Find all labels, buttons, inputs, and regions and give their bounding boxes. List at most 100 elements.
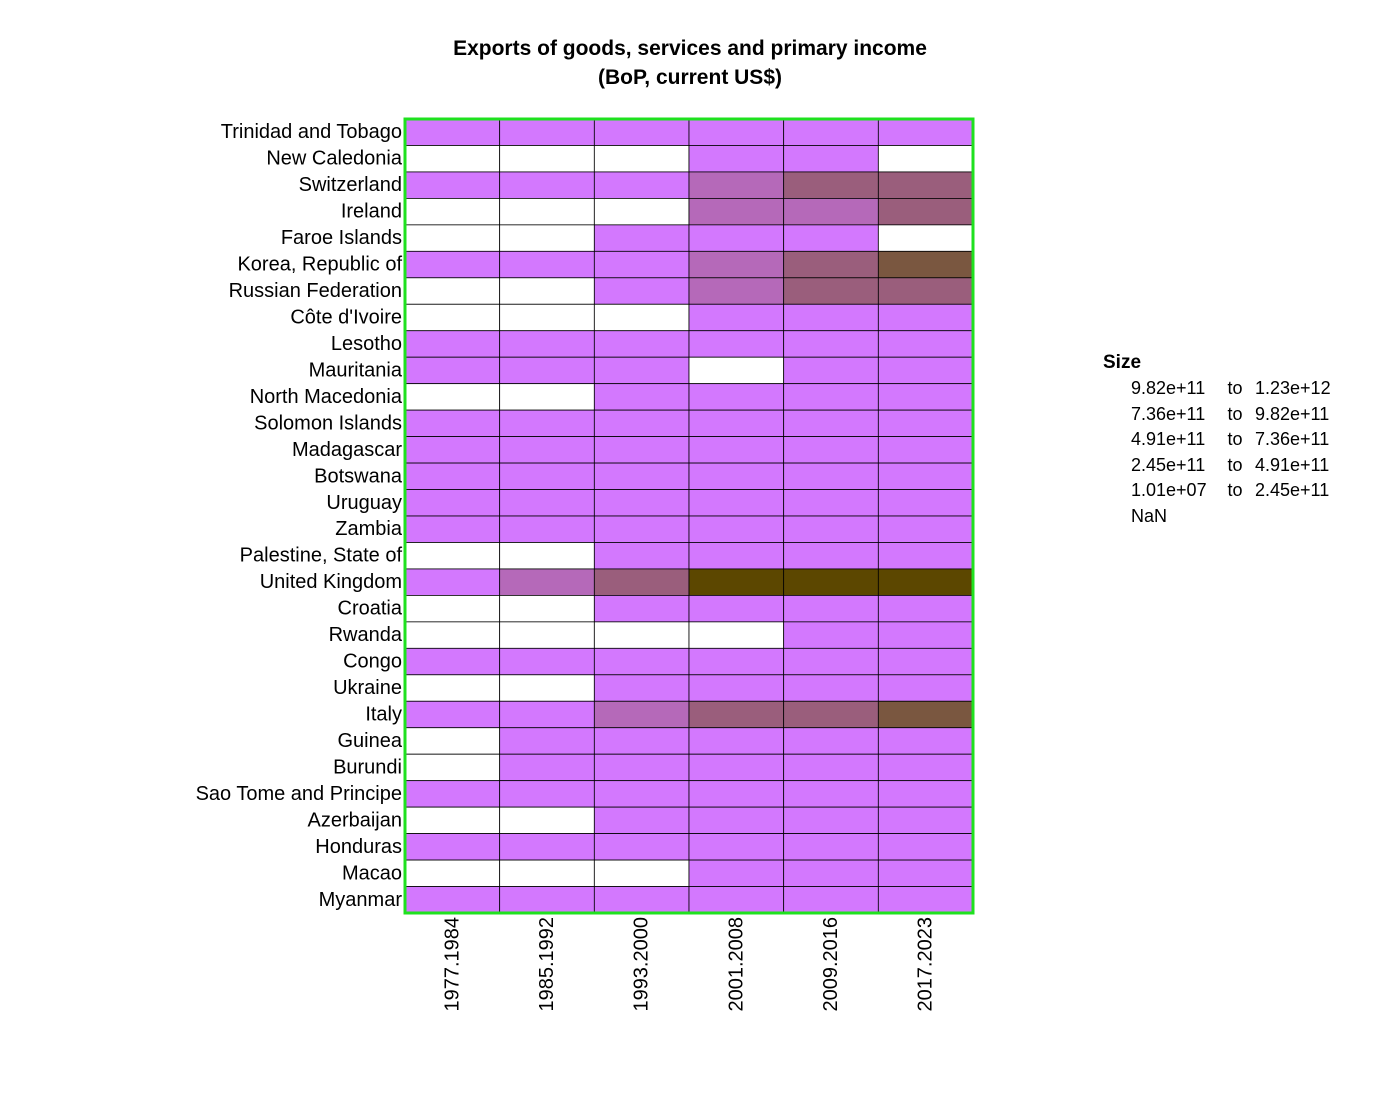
heatmap-cell (404, 356, 501, 385)
row-label: Botswana (314, 465, 403, 487)
heatmap-cell (499, 409, 595, 437)
column-label: 2009.2016 (820, 917, 842, 1012)
heatmap-cell (404, 833, 501, 861)
heatmap-cell (593, 780, 690, 808)
heatmap-cell (404, 621, 501, 649)
heatmap-cell (783, 197, 879, 226)
heatmap-cell (593, 886, 690, 914)
heatmap-cell (877, 303, 974, 332)
row-label: Croatia (338, 598, 403, 620)
heatmap-cell (783, 780, 879, 808)
row-label: Faroe Islands (281, 227, 402, 249)
heatmap-cell (783, 303, 879, 332)
heatmap-cell (499, 489, 595, 517)
heatmap-cell (877, 462, 974, 490)
heatmap-cell (593, 409, 690, 437)
heatmap-cell (499, 833, 595, 861)
legend-range-low: 7.36e+11 (1131, 403, 1206, 424)
heatmap-cell (688, 383, 785, 411)
row-label: Burundi (333, 756, 402, 778)
heatmap-cell (499, 171, 595, 199)
column-label: 2001.2008 (725, 917, 747, 1012)
heatmap-cell (593, 727, 690, 755)
heatmap-cell (877, 436, 974, 464)
heatmap-cell (688, 780, 785, 808)
heatmap-cell (877, 780, 974, 808)
heatmap-cell (593, 647, 690, 676)
row-label: Russian Federation (229, 280, 402, 302)
heatmap-cell (593, 542, 690, 570)
heatmap-cell (688, 224, 785, 252)
heatmap-cell (877, 806, 974, 835)
heatmap-cell (877, 171, 974, 199)
heatmap-cell (688, 436, 785, 464)
heatmap-cell (593, 330, 690, 358)
heatmap-cell (783, 436, 879, 464)
legend-range-high: 1.23e+12 (1255, 378, 1331, 398)
chart-title-line-1: Exports of goods, services and primary i… (453, 37, 927, 60)
heatmap-cell (404, 489, 501, 517)
heatmap-cell (688, 753, 785, 782)
heatmap-cell (877, 727, 974, 755)
heatmap-cell (877, 409, 974, 437)
row-label: Switzerland (299, 174, 402, 196)
heatmap-cell (404, 886, 501, 914)
heatmap-cell (783, 356, 879, 385)
legend-entry: 1.01e+07 to 2.45e+11 (1103, 478, 1331, 504)
heatmap-cell (877, 859, 974, 887)
heatmap-cell (877, 886, 974, 914)
heatmap-cell (688, 806, 785, 835)
heatmap-cell (877, 197, 974, 226)
heatmap-cell (783, 224, 879, 252)
chart-title: Exports of goods, services and primary i… (0, 34, 1380, 92)
row-label: Ireland (341, 201, 402, 223)
heatmap-cell (404, 595, 501, 623)
heatmap-cell (783, 515, 879, 543)
row-label: Côte d'Ivoire (290, 307, 402, 329)
heatmap-cell (499, 118, 595, 146)
heatmap-cell (404, 171, 501, 199)
heatmap-cell (499, 780, 595, 808)
row-label: North Macedonia (250, 386, 403, 408)
heatmap-cell (688, 647, 785, 676)
heatmap-cell (877, 595, 974, 623)
heatmap-cell (688, 489, 785, 517)
heatmap-cell (783, 806, 879, 835)
heatmap-cell (404, 515, 501, 543)
heatmap-cell (404, 647, 501, 676)
heatmap-cell (877, 224, 974, 252)
heatmap-cell (404, 250, 501, 279)
heatmap-cell (688, 277, 785, 305)
heatmap-cell (877, 118, 974, 146)
heatmap-cell (783, 886, 879, 914)
heatmap-cell (499, 462, 595, 490)
heatmap-cell (499, 886, 595, 914)
heatmap-cell (593, 383, 690, 411)
heatmap-cell (688, 859, 785, 887)
heatmap-cell (688, 568, 785, 596)
row-label: Macao (342, 862, 402, 884)
heatmap-cell (593, 197, 690, 226)
heatmap-cell (593, 145, 690, 173)
heatmap-cell (593, 515, 690, 543)
row-label: Madagascar (292, 439, 402, 461)
heatmap-cell (688, 886, 785, 914)
heatmap-cell (877, 356, 974, 385)
legend-range-high: 2.45e+11 (1255, 480, 1330, 501)
heatmap-cell (499, 753, 595, 782)
heatmap-cell (404, 197, 501, 226)
heatmap-cell (404, 859, 501, 887)
heatmap-cell (783, 833, 879, 861)
heatmap-cell (499, 542, 595, 570)
column-label: 2017.2023 (915, 917, 937, 1012)
row-label: Guinea (338, 730, 403, 752)
heatmap-cell (783, 621, 879, 649)
heatmap-cell (688, 595, 785, 623)
heatmap-cell (404, 462, 501, 490)
heatmap-cell (404, 674, 501, 702)
heatmap-cell (593, 859, 690, 887)
heatmap-cell (688, 542, 785, 570)
legend-range-low: 2.45e+11 (1131, 454, 1206, 475)
heatmap-cell (593, 595, 690, 623)
row-label: Myanmar (319, 889, 403, 911)
